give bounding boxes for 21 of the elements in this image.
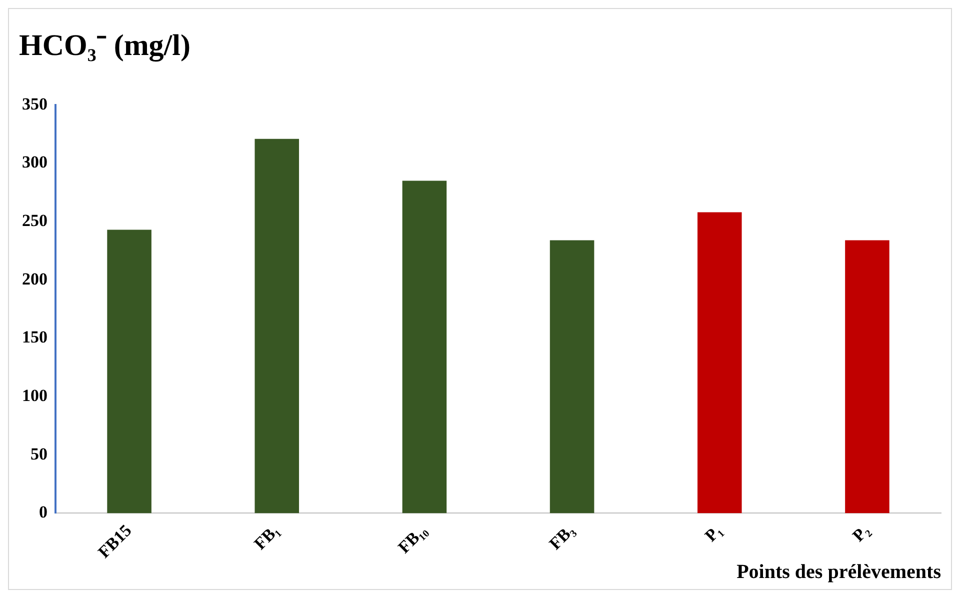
y-tick-label: 250 (22, 211, 48, 230)
y-tick-label: 150 (22, 328, 48, 347)
bar (845, 240, 890, 514)
y-tick-label: 300 (22, 152, 48, 172)
chart-title: HCO₃⁻ (mg/l) (19, 28, 190, 62)
y-tick-label: 50 (30, 444, 48, 464)
x-tick-label: FB₁₀ (394, 520, 430, 557)
bar (107, 230, 152, 514)
y-tick-label: 0 (39, 502, 48, 522)
y-tick-label: 100 (22, 386, 48, 405)
y-tick-label: 350 (22, 94, 48, 114)
x-tick-label: FB₃ (546, 520, 578, 554)
x-tick-label: P₁ (701, 520, 726, 546)
x-tick-label: P₂ (848, 520, 874, 546)
y-tick-label: 200 (22, 269, 48, 288)
x-tick-label: FB₁ (250, 520, 283, 554)
bar (402, 180, 447, 514)
bar (254, 138, 300, 514)
bar (697, 212, 742, 514)
bar (550, 240, 594, 514)
x-axis-title: Points des prélèvements (736, 561, 942, 584)
